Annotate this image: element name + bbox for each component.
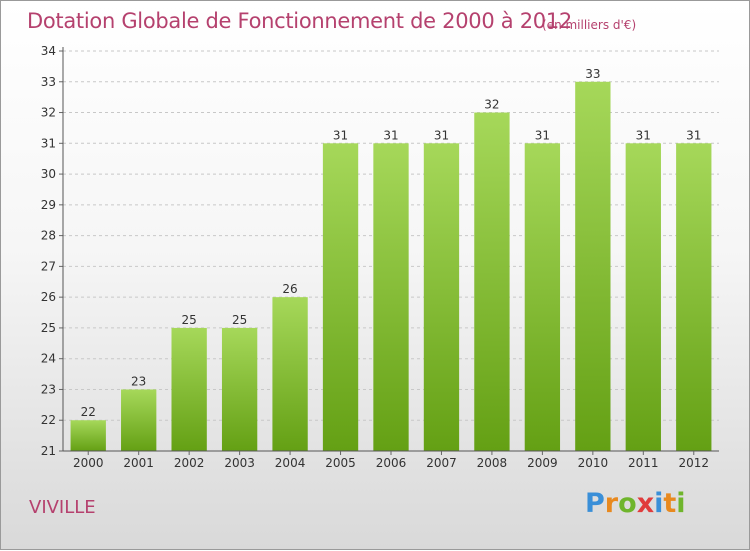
bar-2000 [70,420,106,451]
y-tick-label: 31 [41,136,56,150]
value-label-2007: 31 [434,128,449,142]
x-tick-label-2006: 2006 [376,456,407,470]
x-tick-label-2009: 2009 [527,456,558,470]
y-tick-label: 21 [41,444,56,458]
bars [70,81,712,452]
bar-2010 [575,81,611,452]
bar-2006 [373,143,409,452]
y-tick-label: 28 [41,229,56,243]
bar-2009 [524,143,561,452]
bar-2008 [474,112,510,452]
logo-letter: i [676,488,686,519]
bar-2003 [221,327,258,451]
x-tick-label-2010: 2010 [578,456,609,470]
value-label-2000: 22 [81,405,96,419]
x-tick-label-2012: 2012 [678,456,709,470]
x-tick-label-2004: 2004 [275,456,306,470]
bar-2002 [171,327,207,451]
value-label-2008: 32 [484,98,499,112]
y-tick-label: 32 [41,106,56,120]
x-tick-label-2007: 2007 [426,456,457,470]
unit-label: (en milliers d'€) [542,18,637,32]
y-tick-label: 25 [41,321,56,335]
value-label-2001: 23 [131,374,146,388]
commune-name: VIVILLE [29,497,96,518]
bar-2004 [272,297,308,451]
x-tick-label-2003: 2003 [224,456,255,470]
logo-letter: x [636,488,655,519]
value-label-2011: 31 [636,128,651,142]
value-label-2009: 31 [535,128,550,142]
axes [62,47,719,455]
logo-letter: t [663,488,677,519]
bar-2012 [676,143,712,452]
logo-letter: P [585,488,605,519]
x-tick-label-2005: 2005 [325,456,356,470]
x-tick-label-2008: 2008 [477,456,508,470]
y-tick-label: 27 [41,259,56,273]
bar-2005 [322,143,359,452]
x-tick-labels: 2000 2001 2002 2003 2004 2005 2006 2007 2008 2009… [73,456,709,470]
y-tick-label: 30 [41,167,56,181]
proxiti-logo: Proxiti [585,488,686,519]
y-tick-label: 24 [41,352,56,366]
y-tick-label: 22 [41,413,56,427]
x-tick-label-2001: 2001 [123,456,154,470]
bar-2001 [121,389,157,451]
y-tick-label: 23 [41,382,56,396]
chart-title: Dotation Globale de Fonctionnement de 20… [27,9,572,33]
x-tick-label-2011: 2011 [628,456,659,470]
logo-letter: i [654,488,664,519]
value-label-2005: 31 [333,128,348,142]
y-tick-labels: 21 22 23 24 25 26 27 28 29 30 31 32 33 34 [41,44,56,458]
y-tick-label: 29 [41,198,56,212]
y-tick-label: 34 [41,44,56,58]
x-tick-label-2000: 2000 [73,456,104,470]
value-label-2012: 31 [686,128,701,142]
y-tick-label: 33 [41,75,56,89]
y-tick-label: 26 [41,290,56,304]
x-tick-label-2002: 2002 [174,456,205,470]
logo-letter: r [604,488,619,519]
value-label-2006: 31 [383,128,398,142]
bar-2011 [625,143,661,452]
value-label-2003: 25 [232,313,247,327]
value-label-2010: 33 [585,67,600,81]
data-labels: 22 23 25 25 26 31 31 31 32 31 33 31 31 [81,67,702,419]
logo-letter: o [618,488,637,519]
value-label-2002: 25 [182,313,197,327]
value-label-2004: 26 [282,282,297,296]
bar-2007 [423,143,460,452]
